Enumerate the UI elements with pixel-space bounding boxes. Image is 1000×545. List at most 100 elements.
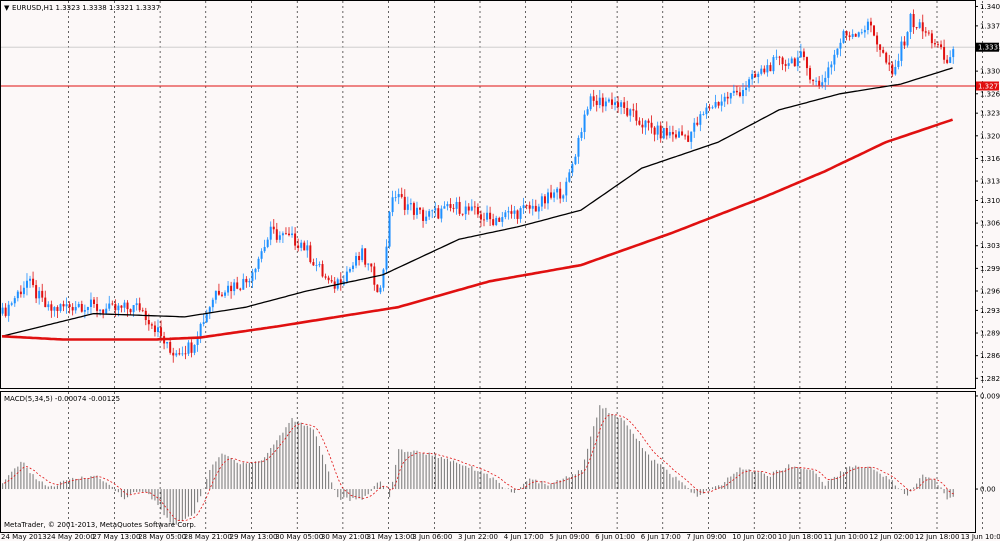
candle[interactable] [80,303,83,312]
candle[interactable] [888,62,891,65]
candle[interactable] [842,31,845,43]
candle[interactable] [443,206,446,209]
candle[interactable] [662,128,665,139]
candle[interactable] [607,99,610,102]
candle[interactable] [574,156,577,165]
candle[interactable] [464,206,467,215]
candle[interactable] [866,21,869,31]
candle[interactable] [873,25,876,36]
candle[interactable] [592,96,595,101]
candle[interactable] [16,291,19,299]
candle[interactable] [184,353,187,355]
candle[interactable] [74,306,77,311]
candle[interactable] [120,305,123,308]
candle[interactable] [900,41,903,61]
candle[interactable] [422,209,425,221]
candle[interactable] [738,92,741,97]
candle[interactable] [684,135,687,137]
candle[interactable] [741,90,744,97]
candle[interactable] [358,255,361,261]
candle[interactable] [56,307,59,311]
candle[interactable] [300,242,303,248]
candle[interactable] [117,305,120,311]
candle[interactable] [7,304,10,316]
candle[interactable] [126,302,129,310]
candle[interactable] [50,304,53,311]
candle[interactable] [885,52,888,63]
candle[interactable] [382,269,385,288]
candle[interactable] [187,342,190,354]
candle[interactable] [754,73,757,77]
candle[interactable] [827,67,830,78]
candle[interactable] [876,35,879,45]
candle[interactable] [108,303,111,309]
candle[interactable] [153,325,156,333]
candle[interactable] [799,51,802,58]
candle[interactable] [757,73,760,77]
candle[interactable] [604,101,607,107]
candle[interactable] [257,258,260,269]
candle[interactable] [510,211,513,214]
candle[interactable] [245,278,248,283]
candle[interactable] [105,308,108,314]
candle[interactable] [839,42,842,49]
candle[interactable] [699,114,702,125]
candle[interactable] [912,13,915,28]
candle[interactable] [348,268,351,272]
candle[interactable] [537,206,540,212]
candle[interactable] [696,122,699,125]
candle[interactable] [787,63,790,66]
candle[interactable] [531,205,534,209]
candle[interactable] [653,127,656,135]
candle[interactable] [751,73,754,80]
candle[interactable] [632,109,635,111]
candle[interactable] [772,57,775,72]
candle[interactable] [936,44,939,46]
candle[interactable] [546,192,549,204]
candle[interactable] [763,68,766,73]
candle[interactable] [802,51,805,58]
candle[interactable] [760,68,763,74]
candle[interactable] [135,303,138,306]
candle[interactable] [650,122,653,128]
candle[interactable] [671,132,674,135]
candle[interactable] [830,64,833,68]
candle[interactable] [288,233,291,236]
candle[interactable] [93,299,96,304]
candle[interactable] [22,287,25,295]
candle[interactable] [62,304,65,307]
candle[interactable] [361,248,364,261]
candle[interactable] [589,96,592,110]
candle[interactable] [391,197,394,213]
candle[interactable] [796,57,799,67]
candle[interactable] [315,265,318,266]
candle[interactable] [903,41,906,46]
candle[interactable] [693,122,696,132]
candle[interactable] [778,56,781,58]
candle[interactable] [906,32,909,46]
candle[interactable] [181,353,184,355]
candle[interactable] [403,196,406,210]
candle[interactable] [668,132,671,136]
candle[interactable] [227,285,230,293]
candle[interactable] [635,110,638,121]
candle[interactable] [586,109,589,115]
candle[interactable] [492,219,495,226]
candle[interactable] [897,60,900,67]
candle[interactable] [99,309,102,311]
candle[interactable] [894,66,897,75]
candle[interactable] [370,263,373,267]
candle[interactable] [379,287,382,293]
candle[interactable] [431,210,434,212]
candle[interactable] [809,68,812,80]
candle[interactable] [476,207,479,215]
candle[interactable] [726,96,729,99]
candle[interactable] [111,303,114,305]
candle[interactable] [690,131,693,142]
candle[interactable] [452,207,455,209]
candle[interactable] [175,353,178,356]
candle[interactable] [251,272,254,282]
candle[interactable] [13,298,16,304]
candle[interactable] [769,65,772,72]
candle[interactable] [805,57,808,69]
